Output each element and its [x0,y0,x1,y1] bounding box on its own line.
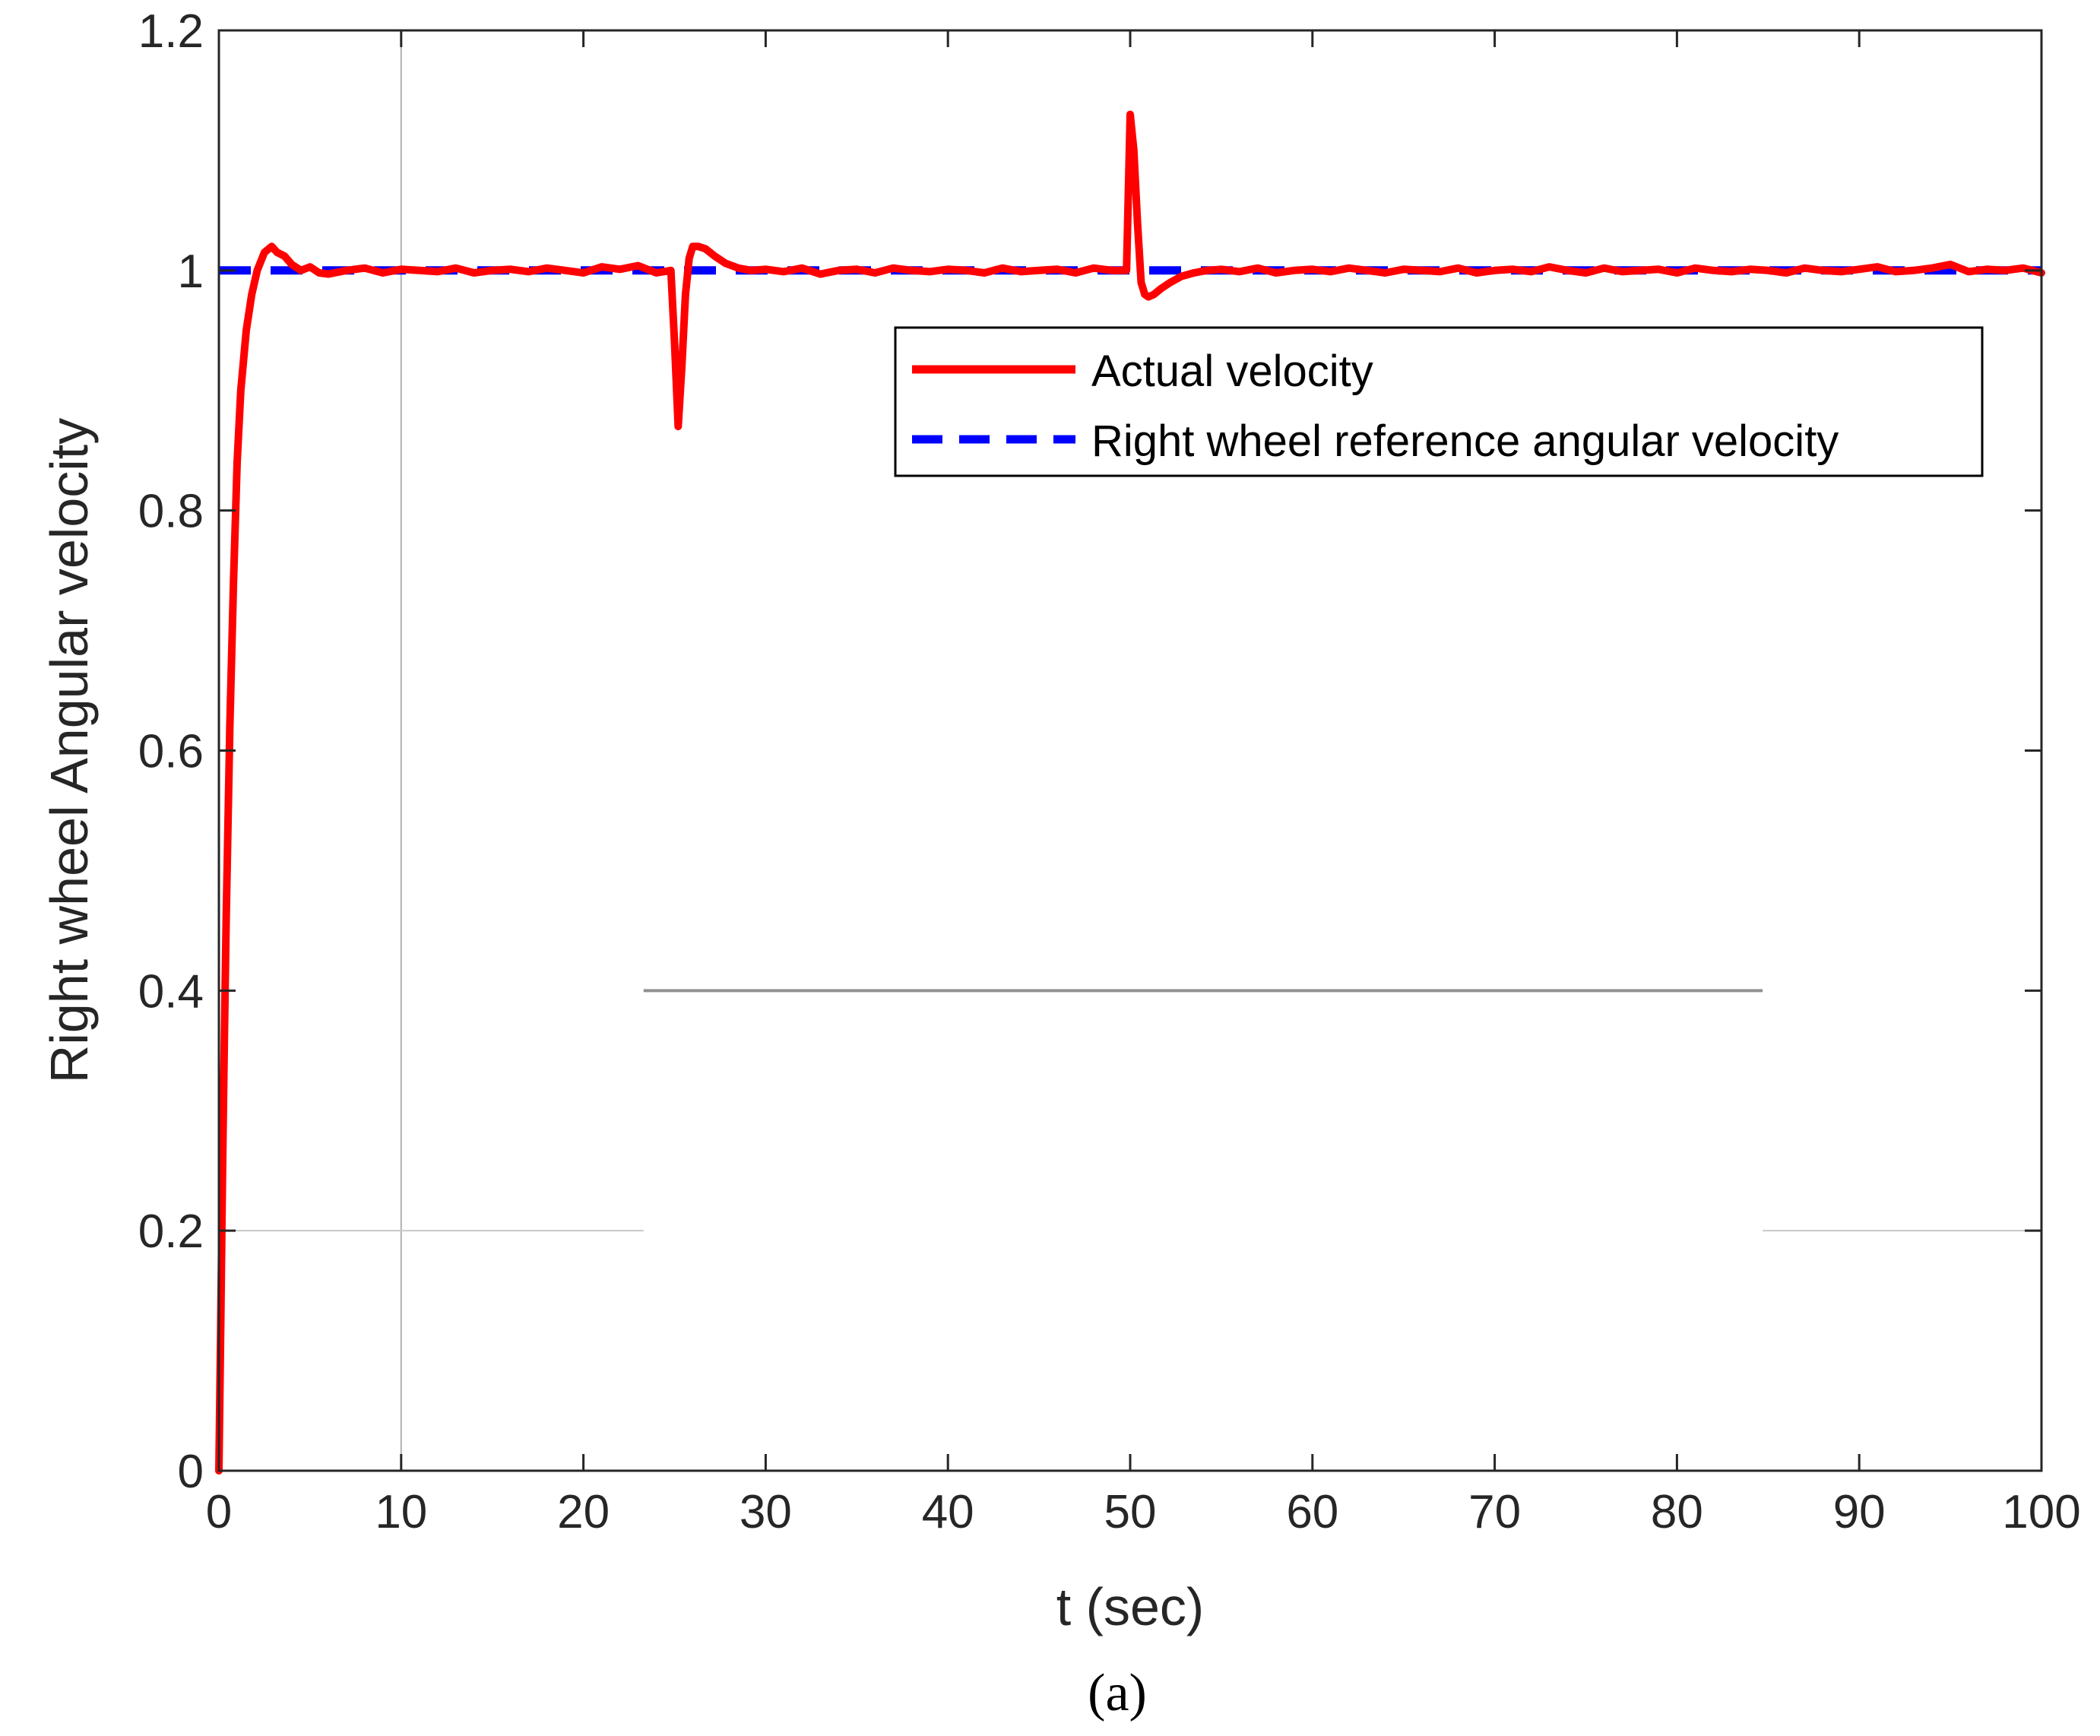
x-axis-label: t (sec) [1056,1577,1204,1636]
x-tick-label: 20 [557,1486,610,1538]
legend-entry-actual-velocity: Actual velocity [1091,347,1373,396]
x-tick-label: 40 [922,1486,974,1538]
legend: Actual velocity Right wheel reference an… [894,326,1984,477]
tick-labels: 0 10 20 30 40 50 60 70 80 90 100 0 0.2 0.4 0.6 0.8 1 1.2 [138,5,2081,1538]
y-tick-label: 0.6 [138,726,204,778]
y-tick-label: 1.2 [138,5,204,58]
x-tick-label: 60 [1286,1486,1338,1538]
x-tick-label: 30 [740,1486,792,1538]
x-tick-label: 90 [1833,1486,1886,1538]
x-tick-label: 10 [375,1486,427,1538]
plot-area [215,29,2045,1475]
figure-caption: (a) [1088,1664,1147,1722]
y-tick-label: 0 [178,1446,204,1498]
ticks [217,29,2043,1472]
y-tick-label: 0.8 [138,486,204,538]
y-tick-label: 0.2 [138,1205,204,1258]
x-tick-label: 70 [1468,1486,1521,1538]
x-tick-label: 80 [1651,1486,1703,1538]
x-tick-label: 0 [206,1486,232,1538]
series-line-actual-velocity [215,110,2045,1475]
x-tick-label: 100 [2002,1486,2080,1538]
y-tick-label: 0.4 [138,965,204,1018]
y-axis-label: Right wheel Angular velocity [40,418,99,1083]
legend-entry-reference-velocity: Right wheel reference angular velocity [1091,417,1839,466]
y-tick-label: 1 [178,246,204,298]
legend-box [894,326,1984,477]
x-tick-label: 50 [1104,1486,1157,1538]
series-layer [215,110,2045,1475]
